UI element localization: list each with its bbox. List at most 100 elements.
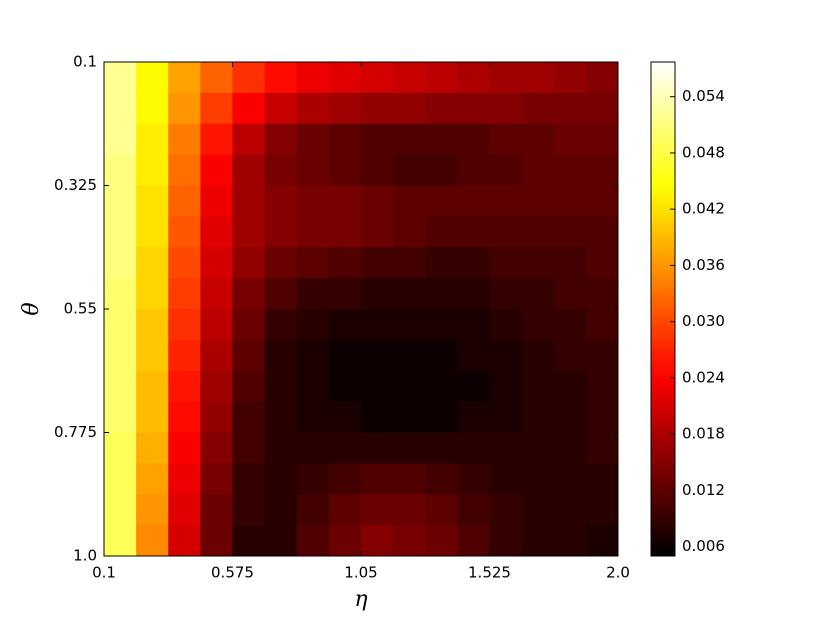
heatmap-cell xyxy=(104,62,137,94)
heatmap-cell xyxy=(425,432,458,464)
heatmap-cell xyxy=(457,62,490,94)
heatmap-cell xyxy=(585,494,619,526)
heatmap-cell xyxy=(425,92,458,125)
heatmap-cell xyxy=(585,247,619,279)
heatmap-cell xyxy=(553,185,587,217)
heatmap-cell xyxy=(457,463,490,495)
heatmap-cell xyxy=(521,216,555,248)
heatmap-cell xyxy=(457,432,490,464)
heatmap-cell xyxy=(585,339,619,372)
x-tick-label: 0.1 xyxy=(92,564,116,582)
heatmap-cell xyxy=(232,62,266,94)
heatmap-cell xyxy=(168,370,201,403)
heatmap-cell xyxy=(553,463,587,495)
heatmap-cell xyxy=(361,154,394,186)
heatmap-cell xyxy=(328,123,362,156)
heatmap-cell xyxy=(425,123,458,156)
heatmap-cell xyxy=(104,278,137,310)
heatmap-cell xyxy=(168,432,201,464)
heatmap-cell xyxy=(328,92,362,125)
heatmap-cell xyxy=(393,370,426,403)
heatmap-cell xyxy=(521,62,555,94)
heatmap-cell xyxy=(393,463,426,495)
heatmap-cell xyxy=(425,154,458,186)
heatmap-cell xyxy=(553,525,587,557)
heatmap-cell xyxy=(232,401,266,433)
heatmap-cell xyxy=(136,401,169,433)
heatmap-cell xyxy=(457,401,490,433)
heatmap-cell xyxy=(489,463,523,495)
heatmap-cell xyxy=(361,401,394,433)
heatmap-cell xyxy=(104,370,137,403)
heatmap-cell xyxy=(264,123,298,156)
heatmap-cell xyxy=(296,62,330,94)
heatmap-cell xyxy=(585,463,619,495)
heatmap-cell xyxy=(200,92,233,125)
heatmap-cell xyxy=(393,154,426,186)
y-axis-label: θ xyxy=(19,302,44,315)
heatmap-cell xyxy=(232,123,266,156)
heatmap-cell xyxy=(489,278,523,310)
heatmap-cell xyxy=(200,247,233,279)
heatmap-cell xyxy=(328,463,362,495)
heatmap-cell xyxy=(168,92,201,125)
heatmap-cell xyxy=(168,247,201,279)
y-tick-label: 1.0 xyxy=(73,547,97,565)
heatmap-cell xyxy=(296,278,330,310)
heatmap-cell xyxy=(457,525,490,557)
heatmap-cell xyxy=(425,185,458,217)
heatmap-cell xyxy=(200,185,233,217)
heatmap-cell xyxy=(489,309,523,341)
heatmap-cell xyxy=(136,123,169,156)
heatmap-cell xyxy=(521,309,555,341)
heatmap-cell xyxy=(585,216,619,248)
heatmap-cell xyxy=(393,62,426,94)
heatmap-cell xyxy=(361,432,394,464)
heatmap-cell xyxy=(168,339,201,372)
heatmap-cell xyxy=(553,432,587,464)
heatmap-cell xyxy=(585,401,619,433)
colorbar-tick-label: 0.012 xyxy=(682,481,725,499)
colorbar-tick-label: 0.054 xyxy=(682,87,725,105)
heatmap-cell xyxy=(457,278,490,310)
heatmap-cell xyxy=(425,62,458,94)
heatmap-cell xyxy=(328,525,362,557)
heatmap-cell xyxy=(296,370,330,403)
colorbar-tick-label: 0.048 xyxy=(682,143,725,161)
heatmap-cell xyxy=(553,370,587,403)
heatmap-cell xyxy=(553,62,587,94)
heatmap-cell xyxy=(200,123,233,156)
heatmap-cell xyxy=(296,154,330,186)
heatmap-cell xyxy=(264,216,298,248)
heatmap-cell xyxy=(361,62,394,94)
heatmap-cell xyxy=(232,216,266,248)
heatmap-cell xyxy=(104,401,137,433)
heatmap-cell xyxy=(328,370,362,403)
heatmap-cell xyxy=(521,278,555,310)
heatmap-cell xyxy=(553,278,587,310)
heatmap-cell xyxy=(328,278,362,310)
heatmap-cell xyxy=(264,494,298,526)
heatmap-cell xyxy=(232,278,266,310)
heatmap-cell xyxy=(264,62,298,94)
heatmap-cell xyxy=(104,339,137,372)
heatmap-cell xyxy=(489,62,523,94)
heatmap-cell xyxy=(489,525,523,557)
colorbar-tick-label: 0.024 xyxy=(682,368,725,386)
heatmap-cell xyxy=(457,494,490,526)
heatmap-cell xyxy=(296,494,330,526)
heatmap-cell xyxy=(521,401,555,433)
heatmap-cell xyxy=(104,432,137,464)
heatmap-cell xyxy=(264,309,298,341)
heatmap-cell xyxy=(232,432,266,464)
heatmap-cell xyxy=(361,525,394,557)
heatmap-cell xyxy=(104,123,137,156)
heatmap-cell xyxy=(585,309,619,341)
heatmap-cell xyxy=(521,247,555,279)
heatmap-cell xyxy=(296,123,330,156)
heatmap-cell xyxy=(168,463,201,495)
heatmap-cell xyxy=(361,494,394,526)
heatmap-cell xyxy=(489,432,523,464)
heatmap-cell xyxy=(328,309,362,341)
heatmap-cell xyxy=(553,216,587,248)
